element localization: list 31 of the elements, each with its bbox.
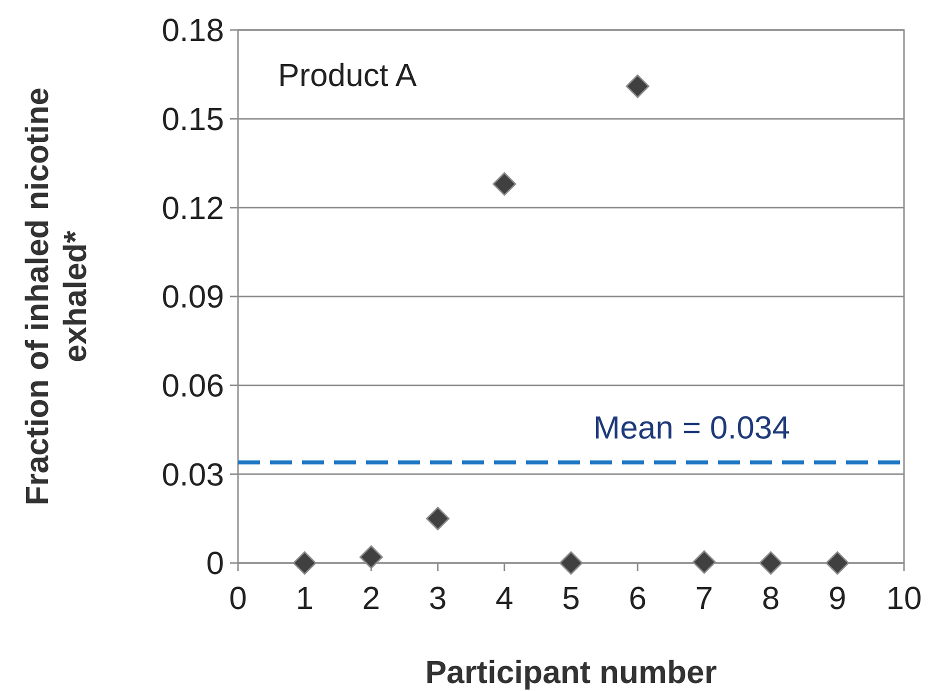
x-tick-label: 6 [628, 580, 646, 616]
point [559, 551, 583, 575]
x-tick-label: 3 [428, 580, 447, 616]
x-tick-label: 9 [828, 580, 846, 616]
y-axis-title: Fraction of inhaled nicotine exhaled* [19, 88, 93, 506]
point [759, 551, 783, 575]
x-tick-label: 8 [762, 580, 780, 616]
x-tick-label: 1 [296, 580, 314, 616]
annotation: Product A [278, 57, 418, 93]
x-axis-title: Participant number [425, 654, 717, 690]
y-tick-label: 0.09 [162, 278, 224, 315]
x-tick-label: 7 [695, 580, 714, 616]
y-tick-label: 0.15 [162, 101, 224, 138]
y-tick-label: 0.03 [162, 456, 224, 492]
y-tick-label: 0.12 [162, 190, 224, 226]
point [626, 74, 650, 98]
point [359, 545, 383, 569]
y-tick-label: 0.06 [162, 368, 224, 404]
x-tick-label: 4 [496, 580, 514, 616]
ref-line-label: Mean = 0.034 [593, 409, 790, 446]
point [292, 551, 316, 575]
y-tick-label: 0.18 [162, 12, 224, 48]
point [492, 172, 516, 196]
y-tick-label: 0 [206, 545, 224, 582]
x-tick-label: 10 [886, 580, 922, 616]
point [426, 506, 450, 530]
point [826, 551, 850, 575]
x-tick-label: 5 [562, 580, 580, 616]
x-tick-label: 2 [362, 580, 380, 616]
point [692, 550, 716, 574]
x-tick-label: 0 [229, 580, 247, 616]
